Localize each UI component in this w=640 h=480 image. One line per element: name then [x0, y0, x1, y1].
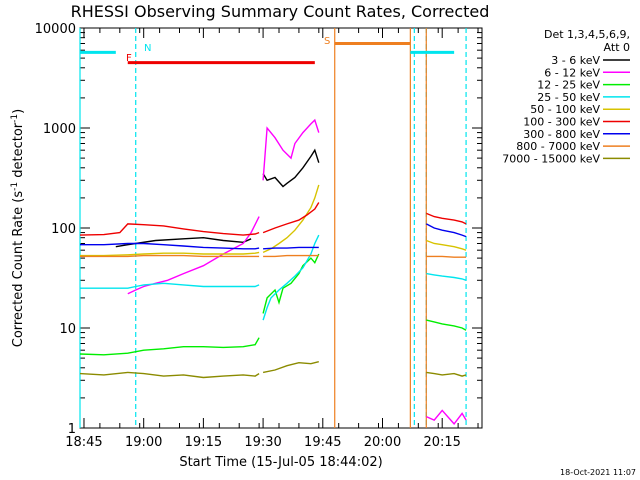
series-line-4: [426, 272, 467, 281]
y-ticks: 1 10 100 1000 10000: [35, 22, 482, 437]
x-tick-label: 18:45: [65, 435, 102, 450]
series-line-9: [79, 371, 260, 379]
series-line-8: [426, 255, 467, 258]
time-markers: [79, 28, 467, 428]
legend-label: 3 - 6 keV: [551, 54, 600, 67]
series-line-5: [426, 239, 467, 251]
series-line-6: [262, 202, 320, 234]
chart-title: RHESSI Observing Summary Count Rates, Co…: [71, 2, 490, 21]
y-axis-label-mid: detector: [11, 122, 26, 182]
legend-label: 300 - 800 keV: [523, 128, 600, 141]
x-tick-label: 19:45: [304, 435, 341, 450]
y-tick-label: 10: [59, 322, 76, 337]
timestamp: 18-Oct-2021 11:07: [560, 468, 636, 477]
series-line-8: [80, 254, 260, 258]
y-axis-label-start: Corrected Count Rate (s: [11, 191, 26, 348]
legend-header-line1: Det 1,3,4,5,6,9,: [544, 28, 630, 41]
series-line-7: [80, 242, 260, 250]
marker-n-left: N: [144, 43, 151, 54]
y-axis-label: Corrected Count Rate (s-1 detector-1): [10, 109, 26, 347]
series-line-3: [79, 337, 260, 356]
series-line-1: [115, 236, 252, 248]
x-ticks: 18:45 19:00 19:15 19:30 19:45 20:00 20:15: [65, 28, 479, 450]
series-line-8: [263, 254, 319, 258]
series-line-3: [426, 319, 467, 331]
series-line-1: [262, 148, 320, 188]
series-line-2: [426, 409, 467, 426]
y-axis-label-sup1: -1: [10, 182, 20, 191]
series-line-7: [263, 246, 319, 250]
legend-label: 800 - 7000 keV: [516, 140, 600, 153]
series-line-2: [262, 118, 320, 181]
series-line-9: [426, 371, 467, 377]
legend-header-line2: Att 0: [604, 41, 630, 54]
y-tick-label: 100: [51, 222, 76, 237]
y-tick-label: 1: [68, 422, 76, 437]
series-line-4: [262, 234, 320, 321]
x-tick-label: 19:15: [185, 435, 222, 450]
series-line-6: [426, 212, 467, 225]
legend-label: 7000 - 15000 keV: [502, 152, 600, 165]
series-line-6: [79, 223, 260, 236]
x-axis-label: Start Time (15-Jul-05 18:44:02): [179, 455, 382, 470]
x-tick-label: 20:00: [364, 435, 401, 450]
series-line-5: [262, 184, 320, 254]
x-tick-label: 19:30: [244, 435, 281, 450]
series-line-9: [262, 361, 319, 374]
series-line-5: [80, 251, 260, 257]
series-line-3: [262, 253, 320, 314]
legend-label: 50 - 100 keV: [530, 103, 600, 116]
legend-label: 25 - 50 keV: [537, 91, 600, 104]
marker-f: F: [126, 53, 132, 64]
marker-s: S: [324, 36, 330, 47]
flag-segments: [80, 41, 455, 65]
y-axis-label-end: ): [11, 109, 26, 114]
legend-label: 6 - 12 keV: [544, 66, 600, 79]
y-axis-label-sup2: -1: [10, 114, 20, 123]
series-line-2: [127, 216, 260, 295]
series-line-7: [425, 223, 467, 238]
y-tick-label: 1000: [43, 122, 76, 137]
legend-label: 12 - 25 keV: [537, 79, 600, 92]
x-tick-label: 19:00: [125, 435, 162, 450]
series-line-4: [80, 282, 260, 289]
legend-label: 100 - 300 keV: [523, 116, 600, 129]
x-tick-label: 20:15: [423, 435, 460, 450]
series-lines: [79, 118, 467, 426]
y-tick-label: 10000: [35, 22, 76, 37]
